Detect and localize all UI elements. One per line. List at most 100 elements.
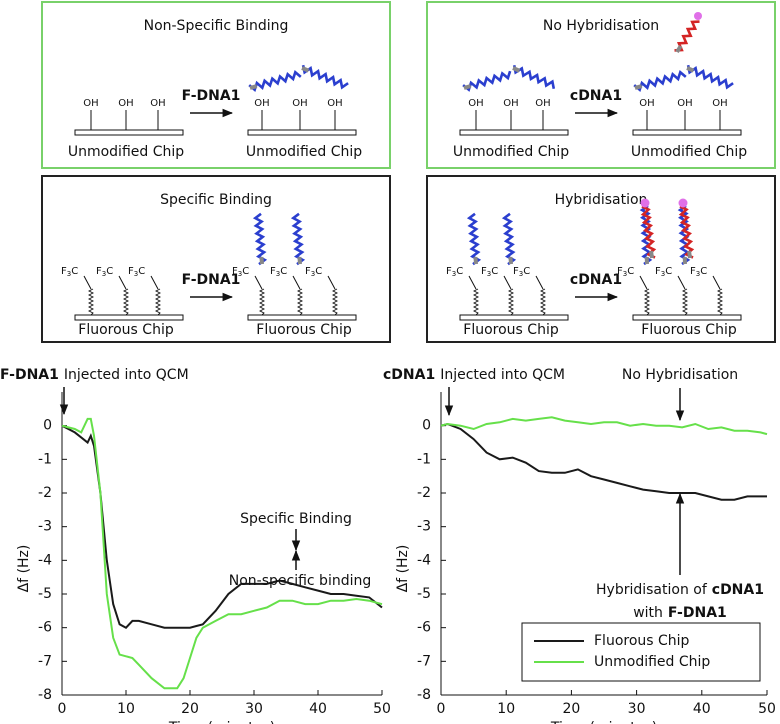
annotation-part: Non-specific binding (229, 573, 372, 589)
chip-label: Unmodified Chip (68, 144, 184, 160)
chip-label: Unmodified Chip (453, 144, 569, 160)
panel-title: Non-Specific Binding (144, 18, 289, 34)
annotation-part: Injected into QCM (440, 367, 565, 383)
fluorous-part: F (232, 266, 238, 277)
chip-label: Fluorous Chip (78, 322, 174, 338)
series-line (440, 416, 768, 436)
y-axis-label: Δf (Hz) (395, 545, 411, 593)
hydroxyl: OH (327, 98, 342, 109)
chip-label: Unmodified Chip (631, 144, 747, 160)
dna-end (634, 84, 643, 90)
x-tick-label: 30 (628, 701, 646, 717)
dna-end (675, 45, 683, 54)
fluorous-part: F (270, 266, 276, 277)
fluorous-part: 3 (696, 270, 700, 278)
annotation: Non-specific binding (229, 573, 372, 589)
panel-frame (41, 175, 391, 343)
fluorous-group: F3C (270, 266, 287, 278)
dna-strand (462, 70, 512, 92)
fluorous-group: F3C (690, 266, 707, 278)
fluorous-group: F3C (655, 266, 672, 278)
fluorous-group: F3C (446, 266, 463, 278)
hydroxyl: OH (150, 98, 165, 109)
series-line (61, 417, 383, 690)
annotation-part: cDNA1 (383, 367, 435, 383)
y-tick-label: 0 (43, 418, 52, 434)
fluorous-part: F (446, 266, 452, 277)
chip (632, 314, 742, 321)
annotation-part: cDNA1 (712, 582, 764, 598)
dna-end (301, 66, 310, 73)
dna-strand (466, 212, 482, 266)
linker (539, 288, 547, 316)
y-tick-label: -2 (38, 485, 52, 501)
fluorous-part: F (128, 266, 134, 277)
x-tick-label: 40 (693, 701, 711, 717)
hydroxyl: OH (468, 98, 483, 109)
dna-strand (640, 205, 657, 259)
x-tick-label: 10 (117, 701, 135, 717)
dna-strand (501, 212, 517, 266)
x-tick-label: 0 (58, 701, 67, 717)
annotation: cDNA1 Injected into QCM (383, 367, 565, 383)
panel-title: Hybridisation (555, 192, 648, 208)
fluorous-part: C (456, 266, 463, 277)
y-tick-label: -3 (38, 519, 52, 535)
hydroxyl: OH (535, 98, 550, 109)
fluorous-part: 3 (134, 270, 138, 278)
y-tick-label: -4 (38, 552, 52, 568)
linker (122, 288, 130, 316)
chip-label: Fluorous Chip (641, 322, 737, 338)
hydroxyl: OH (292, 98, 307, 109)
chip (459, 129, 569, 136)
fluorous-part: 3 (623, 270, 627, 278)
chip (247, 129, 357, 136)
chip (459, 314, 569, 321)
dna-end (463, 84, 472, 90)
fluorous-part: C (106, 266, 113, 277)
reagent: cDNA1 (570, 272, 622, 288)
dna-strand (290, 212, 306, 266)
fluorous-part: C (138, 266, 145, 277)
fluorous-part: F (61, 266, 67, 277)
linker (150, 275, 159, 290)
linker (331, 288, 339, 316)
x-axis-label: Time (minutes) (550, 720, 657, 724)
linker (507, 288, 515, 316)
linker (472, 288, 480, 316)
x-tick-label: 30 (245, 701, 263, 717)
x-tick-label: 0 (437, 701, 446, 717)
linker (503, 275, 512, 290)
annotation-part: Specific Binding (240, 511, 352, 527)
linker (712, 275, 721, 290)
fluorous-group: F3C (232, 266, 249, 278)
linker (681, 288, 689, 316)
legend-label: Fluorous Chip (594, 633, 690, 649)
fluorous-part: F (655, 266, 661, 277)
y-tick-label: -4 (417, 552, 431, 568)
reagent: F-DNA1 (182, 272, 241, 288)
fluorous-part: C (700, 266, 707, 277)
y-tick-label: -6 (38, 620, 52, 636)
panel-frame (426, 175, 776, 343)
fluorous-part: F (481, 266, 487, 277)
fluorous-group: F3C (481, 266, 498, 278)
linker (83, 275, 92, 290)
y-tick-label: -6 (417, 620, 431, 636)
annotation-part: F-DNA1 (0, 367, 59, 383)
reagent: F-DNA1 (182, 88, 241, 104)
dna-strand (248, 69, 302, 93)
fluorous-part: F (305, 266, 311, 277)
chip (632, 129, 742, 136)
linker (468, 275, 477, 290)
fluorous-group: F3C (128, 266, 145, 278)
fluorous-part: C (665, 266, 672, 277)
linker (643, 288, 651, 316)
x-tick-label: 20 (181, 701, 199, 717)
panel-title: Specific Binding (160, 192, 272, 208)
linker (87, 288, 95, 316)
annotation-part: with (633, 605, 663, 621)
fluorous-group: F3C (305, 266, 322, 278)
reagent: cDNA1 (570, 88, 622, 104)
fluorous-group: F3C (96, 266, 113, 278)
